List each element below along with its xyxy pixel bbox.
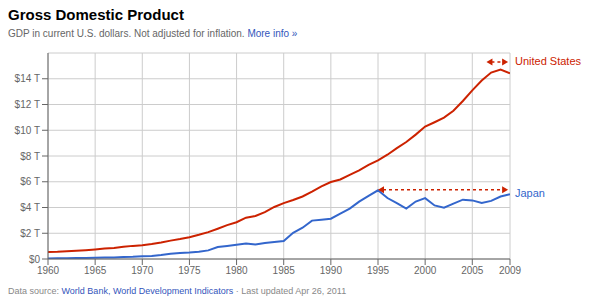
svg-text:1985: 1985 (273, 265, 296, 276)
svg-text:Japan: Japan (515, 187, 545, 199)
html-text:GDP in current U.S. dollars. N: GDP in current U.S. dollars. Not adjuste… (8, 28, 298, 39)
svg-text:1965: 1965 (84, 265, 107, 276)
svg-text:2009: 2009 (499, 265, 522, 276)
html-text:Data source: World Bank, World: Data source: World Bank, World Developme… (8, 286, 347, 296)
svg-text:1980: 1980 (225, 265, 248, 276)
svg-text:1995: 1995 (367, 265, 390, 276)
svg-text:$2 T: $2 T (20, 228, 40, 239)
svg-text:$6 T: $6 T (20, 176, 40, 187)
html-text:Gross Domestic Product: Gross Domestic Product (8, 6, 184, 23)
svg-text:$12 T: $12 T (15, 99, 40, 110)
svg-text:1970: 1970 (131, 265, 154, 276)
svg-text:1975: 1975 (178, 265, 201, 276)
svg-text:$4 T: $4 T (20, 202, 40, 213)
svg-text:1960: 1960 (37, 265, 60, 276)
svg-text:$10 T: $10 T (15, 125, 40, 136)
svg-text:2005: 2005 (461, 265, 484, 276)
svg-text:2000: 2000 (414, 265, 437, 276)
svg-text:$8 T: $8 T (20, 151, 40, 162)
svg-text:$0: $0 (29, 254, 41, 265)
svg-text:United States: United States (515, 55, 582, 67)
svg-text:1990: 1990 (320, 265, 343, 276)
svg-text:$14 T: $14 T (15, 73, 40, 84)
